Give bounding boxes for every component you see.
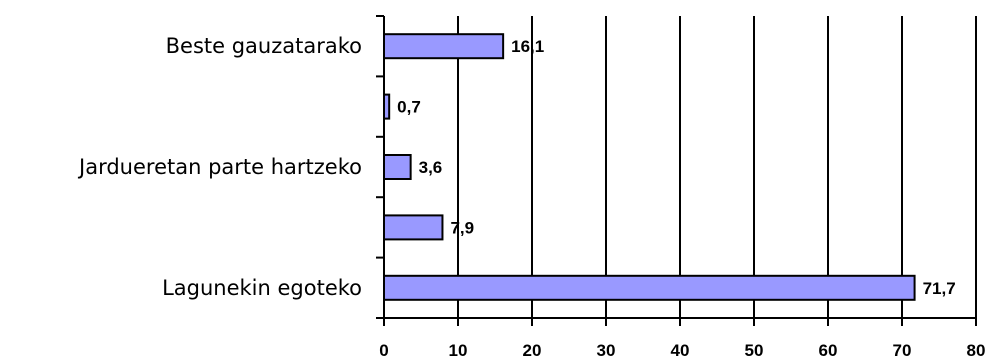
bar [383, 214, 444, 241]
x-tick-label: 60 [819, 341, 838, 360]
x-tick-label: 20 [523, 341, 542, 360]
bar [383, 154, 412, 180]
data-label: 16,1 [511, 37, 544, 56]
x-tick-label: 30 [597, 341, 616, 360]
x-tick-label: 10 [449, 341, 468, 360]
data-label: 3,6 [419, 158, 443, 177]
x-tick-label: 50 [745, 341, 764, 360]
data-label: 71,7 [923, 279, 956, 298]
bars [383, 33, 916, 301]
data-label: 7,9 [450, 218, 474, 237]
category-label: Jardueretan parte hartzeko [77, 155, 362, 179]
category-label: Beste gauzatarako [166, 34, 362, 58]
x-tick-label: 0 [379, 341, 388, 360]
x-tick-label: 70 [893, 341, 912, 360]
axes [376, 15, 977, 326]
x-tick-label: 80 [967, 341, 986, 360]
labels: 16,1 Beste gauzatarako 0,7 3,6 Jardueretan p… [77, 34, 985, 360]
category-label: Lagunekin egoteko [162, 276, 362, 300]
data-label: 0,7 [397, 98, 421, 117]
bar [383, 33, 505, 60]
bar [383, 274, 916, 301]
gridlines [457, 16, 977, 318]
x-tick-label: 40 [671, 341, 690, 360]
